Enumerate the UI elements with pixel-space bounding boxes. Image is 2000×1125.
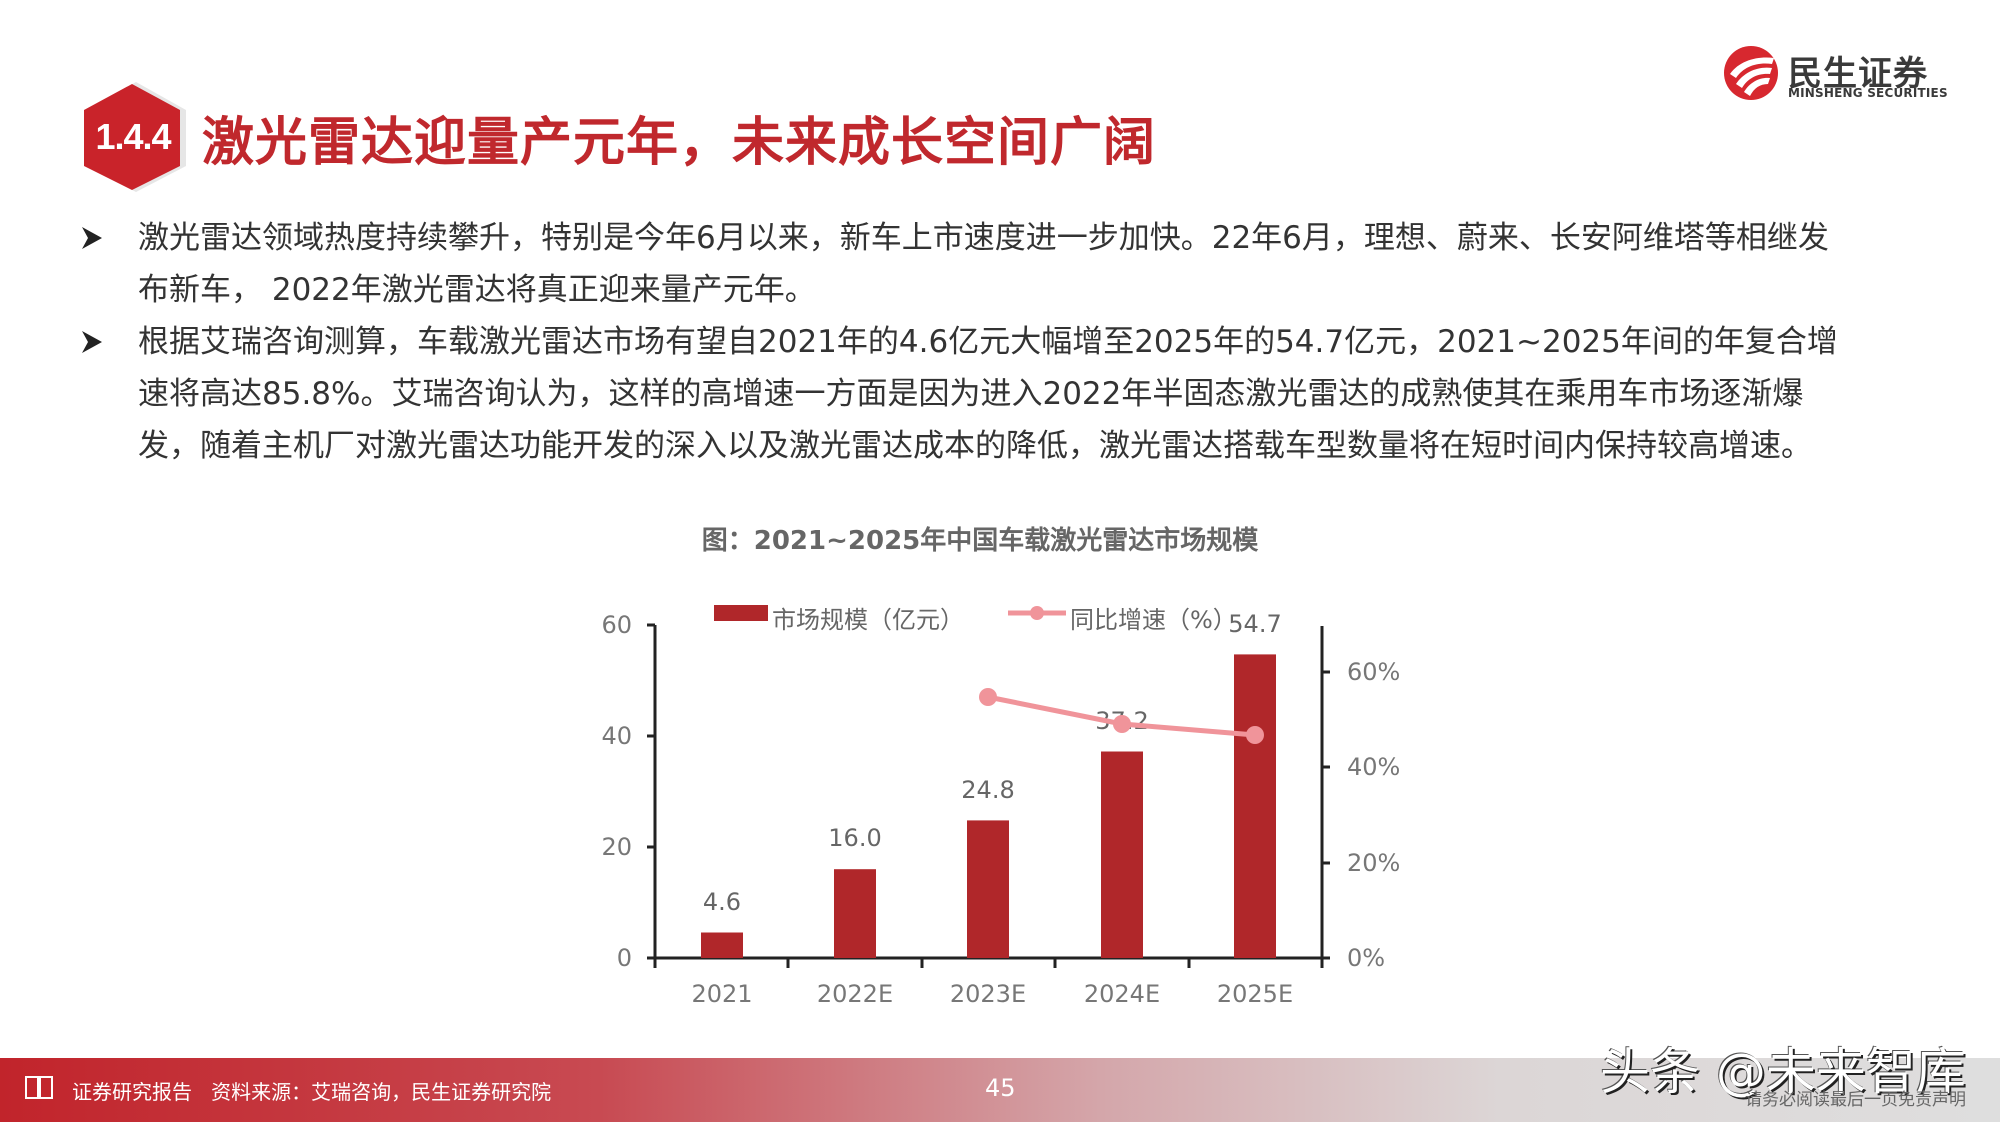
- footer-bar: 证券研究报告 资料来源：艾瑞咨询，民生证券研究院 45: [0, 1058, 2000, 1122]
- svg-text:4.6: 4.6: [703, 888, 741, 916]
- bullet-line: 发，随着主机厂对激光雷达功能开发的深入以及激光雷达成本的降低，激光雷达搭载车型数…: [138, 428, 1812, 464]
- svg-text:60: 60: [601, 611, 632, 639]
- page-number: 45: [985, 1074, 1016, 1102]
- bar-2022e: [834, 869, 876, 958]
- svg-text:54.7: 54.7: [1228, 610, 1281, 638]
- svg-text:0: 0: [617, 944, 632, 972]
- bullet-list: 激光雷达领域热度持续攀升，特别是今年6月以来，新车上市速度进一步加快。22年6月…: [78, 212, 1958, 472]
- section-badge: 1.4.4: [78, 80, 188, 194]
- minsheng-logo-icon: [1724, 46, 1778, 100]
- svg-text:2022E: 2022E: [817, 980, 893, 1008]
- data-source: 资料来源：艾瑞咨询，民生证券研究院: [211, 1080, 552, 1104]
- legend-line-marker: [1030, 606, 1044, 620]
- bar-2021: [701, 932, 743, 958]
- svg-text:2025E: 2025E: [1217, 980, 1293, 1008]
- svg-text:2024E: 2024E: [1084, 980, 1160, 1008]
- right-axis: [1320, 626, 1330, 964]
- bullet-line: 布新车， 2022年激光雷达将真正迎来量产元年。: [138, 272, 816, 308]
- svg-text:40%: 40%: [1347, 753, 1400, 781]
- svg-text:20: 20: [601, 833, 632, 861]
- disclaimer: 请务必阅读最后一页免责声明: [1745, 1090, 1966, 1110]
- left-axis: [647, 623, 657, 964]
- legend-bar-label: 市场规模（亿元）: [772, 606, 964, 634]
- bullet-line: 速将高达85.8%。艾瑞咨询认为，这样的高增速一方面是因为进入2022年半固态激…: [138, 376, 1804, 412]
- svg-text:60%: 60%: [1347, 658, 1400, 686]
- line-point-2024e: [1113, 715, 1131, 733]
- legend-line-label: 同比增速（%）: [1070, 606, 1237, 634]
- chart-legend: 市场规模（亿元） 同比增速（%）: [714, 605, 1237, 634]
- page-title: 激光雷达迎量产元年，未来成长空间广阔: [202, 113, 1157, 173]
- arrow-bullet-icon: [82, 227, 102, 249]
- bullet-line: 激光雷达领域热度持续攀升，特别是今年6月以来，新车上市速度进一步加快。22年6月…: [138, 220, 1829, 256]
- bar-series: [701, 654, 1276, 958]
- section-number: 1.4.4: [95, 116, 171, 157]
- line-point-2025e: [1246, 726, 1264, 744]
- arrow-bullet-icon: [82, 331, 102, 353]
- svg-text:40: 40: [601, 722, 632, 750]
- x-axis: [647, 956, 1324, 968]
- left-tick-labels: 60 40 20 0: [601, 611, 632, 972]
- footer-source: 证券研究报告 资料来源：艾瑞咨询，民生证券研究院: [72, 1076, 551, 1105]
- legend-bar-swatch: [714, 605, 768, 621]
- growth-line-series: [979, 688, 1264, 744]
- brand-logo: 民生证券 MINSHENG SECURITIES: [1722, 44, 1948, 104]
- bullet-line: 根据艾瑞咨询测算，车载激光雷达市场有望自2021年的4.6亿元大幅增至2025年…: [138, 324, 1838, 360]
- svg-text:20%: 20%: [1347, 849, 1400, 877]
- svg-text:2023E: 2023E: [950, 980, 1026, 1008]
- logo-name-en: MINSHENG SECURITIES: [1788, 86, 1948, 100]
- watermark: 头条 @未来智库: [1600, 1043, 1966, 1101]
- bar-2023e: [967, 820, 1009, 958]
- bullet-item: 根据艾瑞咨询测算，车载激光雷达市场有望自2021年的4.6亿元大幅增至2025年…: [78, 316, 1958, 472]
- bullet-item: 激光雷达领域热度持续攀升，特别是今年6月以来，新车上市速度进一步加快。22年6月…: [78, 212, 1958, 316]
- line-point-2023e: [979, 688, 997, 706]
- x-tick-labels: 2021 2022E 2023E 2024E 2025E: [691, 980, 1293, 1008]
- svg-text:0%: 0%: [1347, 944, 1385, 972]
- hexagon-badge-icon: [84, 82, 186, 192]
- bar-value-labels: 4.6 16.0 24.8 37.2 54.7: [703, 610, 1282, 916]
- svg-text:16.0: 16.0: [828, 824, 881, 852]
- report-type: 证券研究报告: [72, 1080, 192, 1104]
- logo-name-cn: 民生证券: [1788, 54, 1928, 94]
- svg-text:2021: 2021: [691, 980, 752, 1008]
- right-tick-labels: 60% 40% 20% 0%: [1347, 658, 1400, 972]
- bar-2024e: [1101, 751, 1143, 958]
- bar-2025e: [1234, 654, 1276, 958]
- svg-text:24.8: 24.8: [961, 776, 1014, 804]
- book-icon: [25, 1076, 53, 1099]
- chart-title: 图：2021~2025年中国车载激光雷达市场规模: [701, 526, 1259, 556]
